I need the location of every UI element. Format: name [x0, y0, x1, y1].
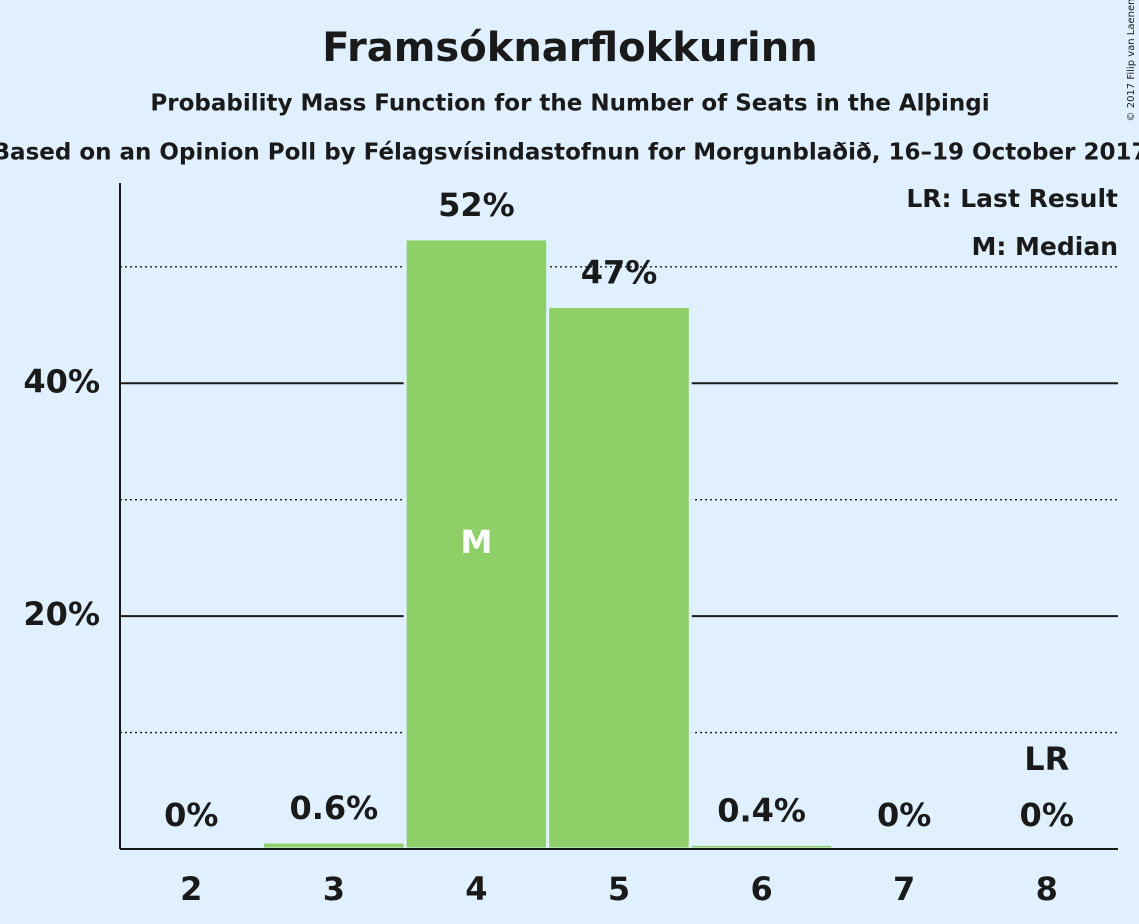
- x-tick-label: 8: [1036, 870, 1058, 908]
- value-label: 0%: [877, 796, 931, 834]
- chart-title: Framsóknarflokkurinn: [322, 25, 817, 71]
- x-tick-label: 3: [323, 870, 345, 908]
- annotation: M: [461, 523, 493, 561]
- bar: [403, 237, 550, 851]
- legend-entry: M: Median: [971, 232, 1118, 261]
- value-label: 0.6%: [289, 789, 378, 827]
- y-tick-label: 20%: [23, 595, 100, 633]
- y-tick-label: 40%: [23, 362, 100, 400]
- annotation: LR: [1024, 740, 1069, 778]
- bar: [261, 840, 407, 851]
- x-tick-label: 2: [180, 870, 202, 908]
- bar: [546, 304, 692, 851]
- chart-subtitle: Probability Mass Function for the Number…: [150, 91, 989, 117]
- chart-source: Based on an Opinion Poll by Félagsvísind…: [0, 140, 1139, 166]
- x-tick-label: 5: [608, 870, 630, 908]
- copyright: © 2017 Filip van Laenen: [1126, 0, 1137, 121]
- legend-entry: LR: Last Result: [906, 184, 1118, 213]
- value-label: 0.4%: [717, 791, 806, 829]
- value-label: 0%: [1020, 796, 1074, 834]
- x-tick-label: 4: [465, 870, 487, 908]
- x-tick-label: 7: [893, 870, 915, 908]
- value-label: 47%: [581, 253, 658, 291]
- value-label: 0%: [164, 796, 218, 834]
- value-label: 52%: [438, 186, 515, 224]
- x-tick-label: 6: [750, 870, 772, 908]
